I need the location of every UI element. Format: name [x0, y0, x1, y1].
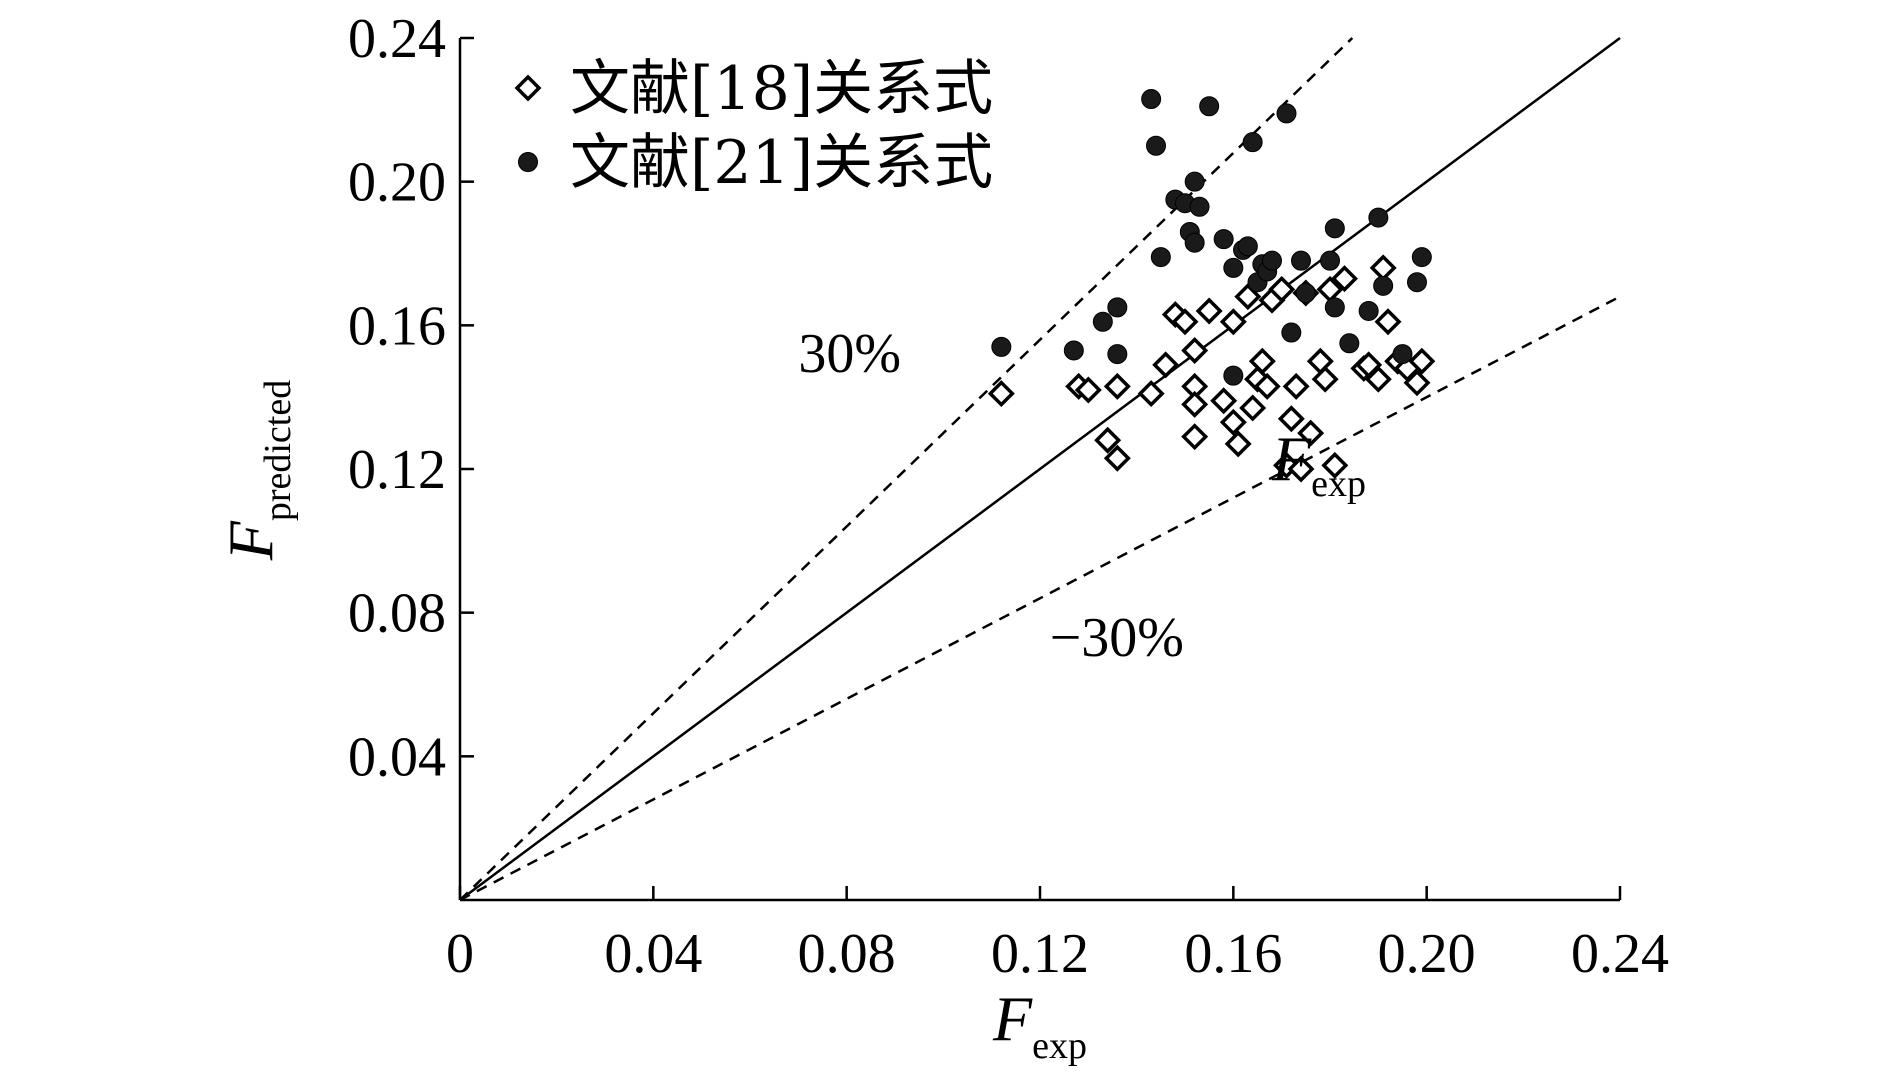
data-point-circle — [1146, 135, 1166, 156]
data-point-diamond — [1219, 408, 1247, 436]
data-point-diamond — [1181, 390, 1209, 418]
data-point-circle — [1199, 96, 1220, 117]
y-tick-label: 0.12 — [348, 439, 446, 501]
data-point-circle — [1092, 311, 1113, 332]
series-2 — [991, 89, 1432, 386]
data-point-diamond — [1195, 297, 1223, 325]
x-tick-label: 0.20 — [1378, 923, 1476, 985]
data-point-diamond — [1219, 308, 1247, 336]
data-point-diamond — [1181, 423, 1209, 451]
x-tick-label: 0.16 — [1184, 923, 1282, 985]
data-point-circle — [1063, 340, 1084, 361]
data-point-circle — [1295, 283, 1316, 304]
x-tick-label: 0.04 — [604, 923, 702, 985]
data-point-circle — [1237, 236, 1258, 257]
annotations: 30% −30% Fexp — [798, 323, 1366, 669]
y-tick-label: 0.16 — [348, 295, 446, 357]
data-point-diamond — [1297, 419, 1325, 447]
data-point-circle — [1184, 171, 1205, 192]
data-point-diamond — [1277, 405, 1305, 433]
data-point-circle — [1339, 333, 1360, 354]
data-point-diamond — [1094, 426, 1122, 454]
data-point-diamond — [1137, 380, 1165, 408]
data-point-diamond — [1248, 347, 1276, 375]
data-point-circle — [1242, 132, 1263, 153]
data-point-diamond — [1331, 265, 1358, 293]
data-point-diamond — [1224, 430, 1252, 458]
x-tick-label: 0 — [446, 923, 474, 985]
data-point-circle — [1223, 257, 1244, 278]
annotation-label: −30% — [1050, 607, 1184, 669]
data-point-circle — [1189, 196, 1210, 217]
data-point-diamond — [1311, 365, 1339, 393]
identity-line — [459, 36, 1621, 902]
annotation-label: 30% — [798, 323, 901, 385]
data-point-circle — [1184, 232, 1205, 253]
data-point-circle — [1407, 272, 1427, 293]
y-tick-label: 0.08 — [348, 583, 446, 645]
data-point-diamond — [1321, 451, 1349, 479]
x-tick-label: 0.08 — [798, 923, 896, 985]
y-axis-title: Fpredicted — [215, 380, 299, 561]
data-point-diamond — [1287, 455, 1315, 483]
x-axis-title: Fexp — [992, 983, 1087, 1067]
data-point-diamond — [1374, 308, 1402, 336]
data-point-diamond — [1210, 387, 1238, 415]
data-point-circle — [1213, 229, 1234, 250]
y-tick-label: 0.04 — [348, 726, 446, 788]
legend-marker-circle — [518, 152, 538, 172]
minus-30-line — [459, 295, 1621, 902]
data-point-diamond — [1171, 308, 1199, 336]
data-point-circle — [1223, 365, 1244, 386]
data-point-diamond — [987, 380, 1015, 408]
data-point-diamond — [1408, 347, 1436, 375]
data-point-circle — [1320, 250, 1340, 271]
data-point-circle — [1276, 103, 1297, 124]
x-tick-label: 0.24 — [1571, 923, 1669, 985]
data-point-diamond — [1152, 351, 1180, 379]
legend-label: 文献[21]关系式 — [570, 128, 993, 198]
data-point-circle — [1411, 247, 1432, 268]
data-point-diamond — [1268, 275, 1296, 303]
annotation-label: Fexp — [1271, 423, 1366, 505]
series-1 — [987, 254, 1436, 483]
data-point-diamond — [1239, 394, 1267, 422]
data-point-circle — [991, 336, 1012, 357]
data-point-circle — [1141, 89, 1162, 110]
ticks: 0 0.04 0.08 0.12 0.16 0.20 0.24 0.04 0.08 0.12 0.1… — [348, 8, 1669, 985]
data-point-circle — [1324, 297, 1345, 318]
data-point-circle — [1324, 218, 1345, 239]
data-point-diamond — [1364, 365, 1392, 393]
legend-label: 文献[18]关系式 — [570, 54, 993, 124]
data-point-circle — [1107, 344, 1128, 365]
data-point-circle — [1281, 322, 1302, 343]
data-point-circle — [1373, 275, 1394, 296]
data-point-diamond — [1181, 337, 1209, 364]
data-point-diamond — [1074, 376, 1102, 404]
data-series — [987, 89, 1436, 483]
data-point-diamond — [1103, 372, 1131, 400]
legend-marker-diamond — [514, 74, 542, 102]
data-point-diamond — [1253, 372, 1281, 400]
data-point-circle — [1358, 300, 1379, 321]
data-point-diamond — [1282, 372, 1310, 400]
data-point-circle — [1291, 250, 1311, 271]
axis-titles: Fexp Fpredicted — [215, 380, 1087, 1067]
data-point-circle — [1150, 247, 1171, 268]
data-point-circle — [1107, 297, 1128, 318]
data-point-circle — [1368, 207, 1389, 228]
x-tick-label: 0.12 — [991, 923, 1089, 985]
data-point-diamond — [1403, 369, 1431, 397]
y-tick-label: 0.24 — [348, 8, 446, 70]
y-tick-label: 0.20 — [348, 152, 446, 214]
data-point-circle — [1262, 250, 1282, 271]
data-point-circle — [1392, 344, 1413, 365]
data-point-diamond — [1369, 254, 1397, 282]
data-point-diamond — [1103, 444, 1131, 472]
